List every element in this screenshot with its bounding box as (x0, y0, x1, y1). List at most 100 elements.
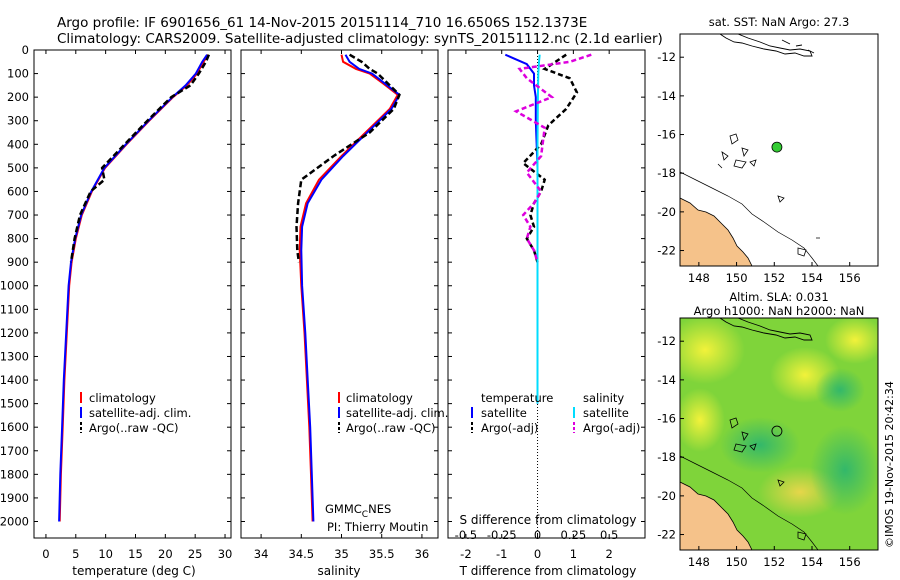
salinity-satellite-line (300, 54, 401, 522)
header-line2: Climatology: CARS2009. Satellite-adjuste… (57, 31, 663, 47)
difference-panel (447, 49, 646, 539)
project-credit-sub: C (362, 510, 368, 520)
lon-tick-label: 150 (726, 271, 748, 285)
lon-tick-label: 148 (688, 555, 710, 569)
depth-axis: 0 100 200 300 400 500 600 700 800 900 1000 1100 1200… (0, 43, 645, 528)
temperature-climatology-line (58, 54, 210, 522)
sdiff-tick-label: 0.5 (600, 528, 618, 542)
map-bottom-png-coast (719, 318, 813, 341)
project-credit-main: GMMC (325, 502, 362, 516)
legend-label-climatology: climatology (346, 391, 413, 405)
depth-tick-label: 0 (22, 43, 29, 57)
argo-float-marker-outline (771, 425, 783, 437)
difference-temperature-argo-adj--line (521, 53, 579, 263)
legend-label-argo: Argo(..raw -QC) (346, 421, 436, 435)
map-top-island-chain (781, 39, 815, 54)
lon-tick-label: 152 (763, 271, 785, 285)
depth-tick-label: 1000 (0, 279, 29, 293)
map-bottom-reef (729, 417, 807, 541)
depth-tick-label: 900 (7, 255, 29, 269)
depth-tick-label: 2000 (0, 514, 29, 528)
legend-label-temp-argo: Argo(-adj) (481, 421, 538, 435)
map-top-frame (679, 33, 879, 267)
difference-legend: temperature satellite Argo(-adj) salinit… (471, 391, 640, 435)
map-bottom-title2: Argo h1000: NaN h2000: NaN (694, 304, 865, 318)
map-top-png-coast (719, 34, 813, 57)
lat-tick-label: -20 (657, 489, 676, 503)
map-bottom-title1: Altim. SLA: 0.031 (729, 290, 828, 304)
salinity-climatology-line (298, 54, 400, 522)
map-bottom-frame (679, 317, 879, 551)
sdiff-tick-label: 0 (534, 528, 541, 542)
salinity-plot: 34 34.5 35 35.5 36 (254, 50, 429, 561)
temperature-satellite-line (58, 54, 208, 522)
map-top (680, 34, 878, 266)
salinity-x-tick-label: 36 (415, 547, 430, 561)
legend-label-satellite: satellite-adj. clim. (89, 406, 191, 420)
depth-tick-label: 1300 (0, 349, 29, 363)
depth-tick-label: 1600 (0, 420, 29, 434)
lon-tick-label: 154 (801, 555, 823, 569)
lat-tick-label: -12 (657, 50, 676, 64)
legend-title-temperature: temperature (481, 391, 553, 405)
tdiff-x-tick-label: 1 (570, 547, 577, 561)
lat-tick-label: -18 (657, 450, 676, 464)
map-top-title: sat. SST: NaN Argo: 27.3 (709, 15, 850, 29)
sdiff-tick-label: 0.25 (561, 528, 587, 542)
argo-float-marker (771, 141, 783, 153)
tdiff-x-tick-label: -1 (496, 547, 507, 561)
lat-tick-label: -22 (657, 244, 676, 258)
legend-label-temp-satellite: satellite (481, 406, 527, 420)
salinity-x-tick-label: 34 (254, 547, 269, 561)
salinity-argo-line (295, 53, 401, 263)
legend-label-argo: Argo(..raw -QC) (89, 421, 179, 435)
difference-plot: -2 -1 0 1 2 -0.5 -0.25 0 0.25 0.5 (455, 50, 618, 561)
difference-salinity-satellite-line (536, 54, 541, 404)
temperature-x-tick-label: 0 (42, 547, 49, 561)
depth-tick-label: 700 (7, 208, 29, 222)
salinity-panel (240, 49, 439, 539)
depth-tick-label: 1500 (0, 397, 29, 411)
legend-label-climatology: climatology (89, 391, 156, 405)
depth-tick-label: 100 (7, 67, 29, 81)
pi-credit: PI: Thierry Moutin (327, 520, 428, 534)
tdiff-x-tick-label: -2 (460, 547, 471, 561)
depth-tick-label: 1100 (0, 302, 29, 316)
salinity-x-tick-label: 35 (334, 547, 349, 561)
difference-xlabel-top: S difference from climatology (460, 513, 637, 527)
header-line1: Argo profile: IF 6901656_61 14-Nov-2015 … (57, 15, 587, 31)
sdiff-tick-label: -0.5 (455, 528, 477, 542)
temperature-argo-line (69, 54, 211, 263)
depth-tick-label: 200 (7, 90, 29, 104)
depth-tick-label: 300 (7, 114, 29, 128)
sla-low-3 (815, 368, 865, 412)
lat-tick-label: -16 (657, 412, 676, 426)
legend-label-satellite: satellite-adj. clim. (346, 406, 448, 420)
depth-tick-label: 500 (7, 161, 29, 175)
tdiff-x-tick-label: 0 (534, 547, 541, 561)
depth-tick-label: 1800 (0, 467, 29, 481)
salinity-xlabel: salinity (317, 564, 360, 578)
difference-salinity-argo-adj--line (513, 53, 592, 263)
salinity-x-tick-label: 35.5 (369, 547, 395, 561)
salinity-legend: climatology satellite-adj. clim. Argo(..… (325, 391, 448, 534)
lat-tick-label: -16 (657, 128, 676, 142)
temperature-x-tick-label: 20 (158, 547, 173, 561)
legend-label-salt-argo: Argo(-adj) (583, 421, 640, 435)
project-credit-tail: NES (368, 502, 391, 516)
difference-xlabel: T difference from climatology (459, 564, 637, 578)
sla-high-east (825, 318, 878, 364)
depth-tick-label: 400 (7, 137, 29, 151)
lat-tick-label: -22 (657, 528, 676, 542)
temperature-legend: climatology satellite-adj. clim. Argo(..… (80, 391, 191, 435)
depth-tick-label: 1200 (0, 326, 29, 340)
lon-tick-label: 156 (839, 271, 861, 285)
sla-high-west (680, 388, 725, 452)
sdiff-tick-label: -0.25 (487, 528, 517, 542)
lat-tick-label: -14 (657, 373, 676, 387)
salinity-x-tick-label: 34.5 (289, 547, 315, 561)
map-bottom-axes: 148 150 152 154 156 -12 -14 -16 -18 -20 -22 (657, 334, 860, 569)
depth-tick-label: 1700 (0, 444, 29, 458)
depth-tick-label: 1900 (0, 491, 29, 505)
temperature-panel (33, 49, 232, 539)
